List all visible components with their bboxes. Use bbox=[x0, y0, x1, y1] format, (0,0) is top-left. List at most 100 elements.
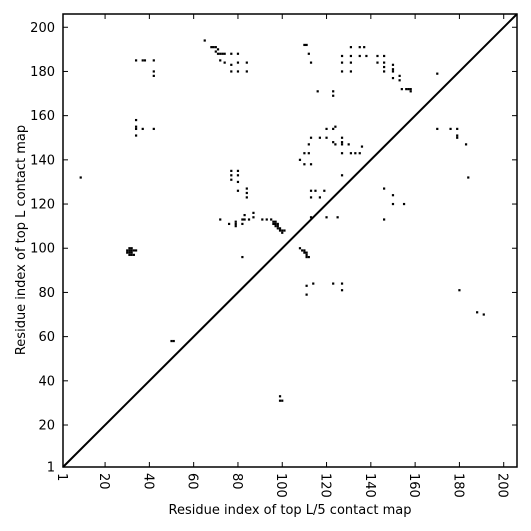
y-tick-label: 140 bbox=[30, 153, 55, 168]
contact-point-10 bbox=[132, 249, 135, 252]
contact-point-152 bbox=[363, 46, 366, 49]
contact-point-144 bbox=[340, 61, 344, 64]
contact-point-170 bbox=[409, 90, 412, 93]
contact-point-122 bbox=[360, 145, 364, 148]
y-tick-label: 80 bbox=[38, 286, 55, 301]
contact-point-1 bbox=[128, 253, 131, 256]
contact-point-16 bbox=[134, 125, 138, 128]
contact-point-53 bbox=[241, 222, 244, 226]
x-tick-label: 200 bbox=[495, 473, 510, 498]
x-axis-ticks: 1 20 40 60 80 100 120 140 160 180 200 bbox=[54, 14, 510, 498]
contact-point-95 bbox=[305, 253, 308, 256]
contact-point-38 bbox=[219, 59, 222, 62]
y-tick-label: 40 bbox=[38, 374, 55, 389]
contact-point-106 bbox=[307, 143, 310, 146]
contact-point-6 bbox=[130, 251, 133, 254]
x-tick-label: 60 bbox=[185, 473, 200, 490]
data-points bbox=[79, 39, 485, 402]
contact-point-35 bbox=[219, 52, 222, 55]
contact-point-112 bbox=[334, 125, 337, 128]
contact-point-125 bbox=[314, 189, 317, 192]
contact-point-63 bbox=[272, 222, 275, 226]
contact-point-154 bbox=[376, 54, 379, 58]
contact-point-39 bbox=[223, 61, 226, 64]
contact-point-180 bbox=[456, 134, 459, 137]
contact-point-116 bbox=[340, 143, 344, 146]
contact-point-171 bbox=[383, 187, 386, 190]
contact-point-129 bbox=[309, 216, 313, 219]
contact-point-14 bbox=[134, 134, 138, 137]
contact-point-37 bbox=[223, 52, 226, 55]
contact-point-165 bbox=[398, 79, 401, 82]
contact-point-89 bbox=[245, 187, 248, 190]
contact-point-93 bbox=[303, 251, 306, 254]
contact-point-65 bbox=[274, 225, 277, 228]
contact-point-87 bbox=[245, 191, 248, 195]
y-axis-label: Residue index of top L contact map bbox=[14, 125, 29, 355]
contact-point-179 bbox=[456, 127, 459, 131]
contact-point-131 bbox=[336, 216, 339, 219]
contact-point-32 bbox=[216, 48, 220, 51]
contact-point-150 bbox=[358, 46, 361, 49]
contact-point-25 bbox=[152, 74, 155, 77]
contact-point-114 bbox=[334, 143, 337, 146]
contact-point-107 bbox=[309, 136, 313, 139]
contact-point-68 bbox=[276, 225, 279, 228]
contact-point-42 bbox=[230, 52, 233, 55]
contact-point-119 bbox=[349, 152, 353, 155]
contact-point-85 bbox=[236, 169, 240, 172]
contact-point-82 bbox=[230, 169, 233, 172]
contact-point-77 bbox=[281, 399, 284, 402]
contact-point-88 bbox=[245, 196, 248, 199]
contact-point-58 bbox=[252, 216, 255, 219]
diagonal-line bbox=[62, 13, 518, 468]
contact-point-104 bbox=[303, 163, 306, 166]
contact-point-62 bbox=[270, 218, 273, 221]
contact-point-143 bbox=[340, 54, 344, 58]
contact-point-140 bbox=[316, 90, 319, 93]
y-tick-label: 160 bbox=[30, 109, 55, 124]
contact-point-184 bbox=[458, 289, 461, 292]
contact-point-108 bbox=[318, 136, 321, 139]
contact-point-178 bbox=[449, 127, 452, 131]
contact-point-64 bbox=[272, 220, 275, 223]
contact-point-161 bbox=[391, 68, 395, 71]
contact-point-44 bbox=[236, 61, 240, 64]
contact-point-43 bbox=[236, 52, 240, 55]
contact-point-175 bbox=[383, 218, 386, 221]
contact-point-91 bbox=[301, 249, 304, 252]
y-tick-label: 1 bbox=[47, 461, 55, 476]
contact-point-124 bbox=[309, 189, 313, 192]
contact-point-148 bbox=[349, 61, 353, 64]
contact-point-31 bbox=[214, 46, 217, 49]
contact-point-76 bbox=[278, 399, 282, 402]
contact-point-72 bbox=[278, 229, 282, 232]
contact-point-130 bbox=[325, 216, 328, 219]
contact-point-159 bbox=[383, 70, 386, 73]
contact-point-147 bbox=[349, 54, 353, 58]
contact-point-4 bbox=[126, 251, 129, 254]
contact-point-69 bbox=[276, 222, 279, 226]
contact-point-5 bbox=[128, 251, 131, 254]
contact-point-27 bbox=[172, 339, 175, 343]
x-axis-label: Residue index of top L/5 contact map bbox=[169, 503, 412, 518]
contact-point-94 bbox=[305, 251, 308, 254]
contact-point-45 bbox=[236, 70, 240, 73]
x-tick-label: 20 bbox=[96, 473, 111, 490]
contact-point-167 bbox=[405, 88, 408, 91]
contact-point-118 bbox=[347, 143, 350, 146]
contact-point-145 bbox=[340, 70, 344, 73]
contact-point-34 bbox=[216, 52, 220, 55]
contact-point-19 bbox=[152, 127, 155, 131]
contact-point-142 bbox=[332, 94, 335, 97]
contact-point-2 bbox=[130, 253, 133, 256]
contact-point-24 bbox=[152, 70, 155, 73]
contact-point-137 bbox=[305, 43, 308, 47]
contact-point-41 bbox=[230, 70, 233, 73]
contact-point-13 bbox=[134, 249, 138, 252]
contact-point-54 bbox=[241, 218, 244, 221]
contact-point-173 bbox=[391, 202, 395, 206]
contact-point-110 bbox=[325, 127, 328, 131]
x-tick-label: 180 bbox=[450, 473, 465, 498]
contact-point-172 bbox=[391, 194, 395, 197]
